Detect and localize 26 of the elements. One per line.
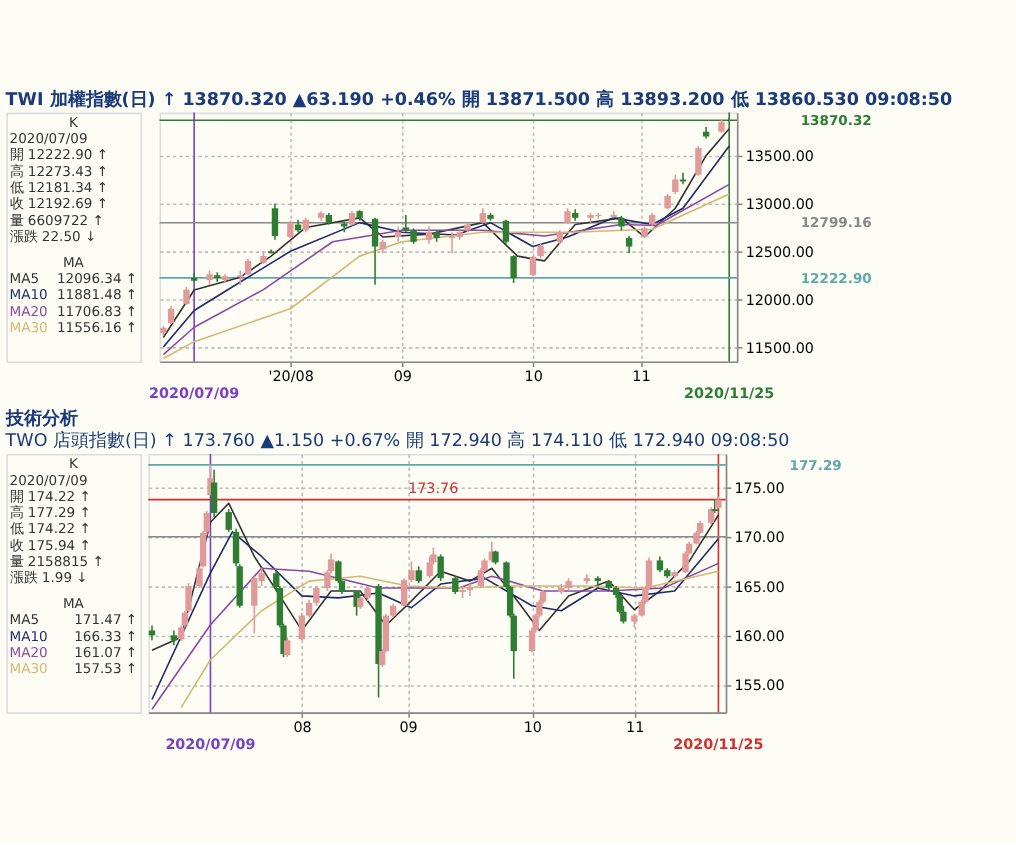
y-tick-label: 155.00 [734,676,786,695]
ref-line-label: 2020/07/09 [149,384,240,403]
x-tick-label: 10 [524,367,544,386]
y-tick-label: 170.00 [734,528,786,547]
x-tick-label: 11 [626,718,645,737]
chart-title: 技術分析 [3,407,78,430]
y-tick-label: 13000.00 [745,195,815,214]
y-tick-label: 12500.00 [745,242,815,261]
chart-title: TWI 加權指數(日) ↑ 13870.320 ▲63.190 +0.46% 開 13871.500 高 13893.200 低 13860.530 09:08:50 [5,88,953,111]
ref-line-label: 2020/11/25 [684,384,775,403]
ref-line-label: 173.76 [408,479,460,498]
ref-line-label: 2020/11/25 [673,734,764,753]
y-tick-label: 11500.00 [745,338,815,357]
x-tick-label: 09 [399,718,419,737]
ref-line-label: 2020/07/09 [165,734,256,753]
chart-subtitle: TWO 店頭指數(日) ↑ 173.760 ▲1.150 +0.67% 開 172.940 高 174.110 低 172.940 09:08:50 [3,429,790,452]
y-tick-label: 13500.00 [745,147,815,166]
y-tick-label: 175.00 [734,479,786,498]
x-tick-label: 09 [393,367,413,386]
x-tick-label: 10 [523,718,543,737]
x-tick-label: 08 [293,718,313,737]
y-tick-label: 12000.00 [745,290,815,309]
x-tick-label: '20/08 [268,367,315,386]
x-tick-label: 11 [632,367,651,386]
y-tick-label: 160.00 [734,626,786,645]
y-tick-label: 165.00 [734,577,786,596]
